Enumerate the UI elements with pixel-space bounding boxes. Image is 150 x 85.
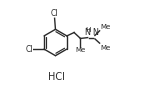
Text: HCl: HCl — [48, 71, 65, 82]
Text: Cl: Cl — [50, 9, 58, 18]
Text: Me: Me — [101, 45, 111, 51]
Text: Cl: Cl — [26, 45, 33, 54]
Text: Me: Me — [75, 47, 86, 53]
Text: N: N — [92, 28, 98, 37]
Text: H: H — [85, 27, 90, 32]
Text: N: N — [85, 28, 91, 37]
Text: Me: Me — [101, 24, 111, 29]
